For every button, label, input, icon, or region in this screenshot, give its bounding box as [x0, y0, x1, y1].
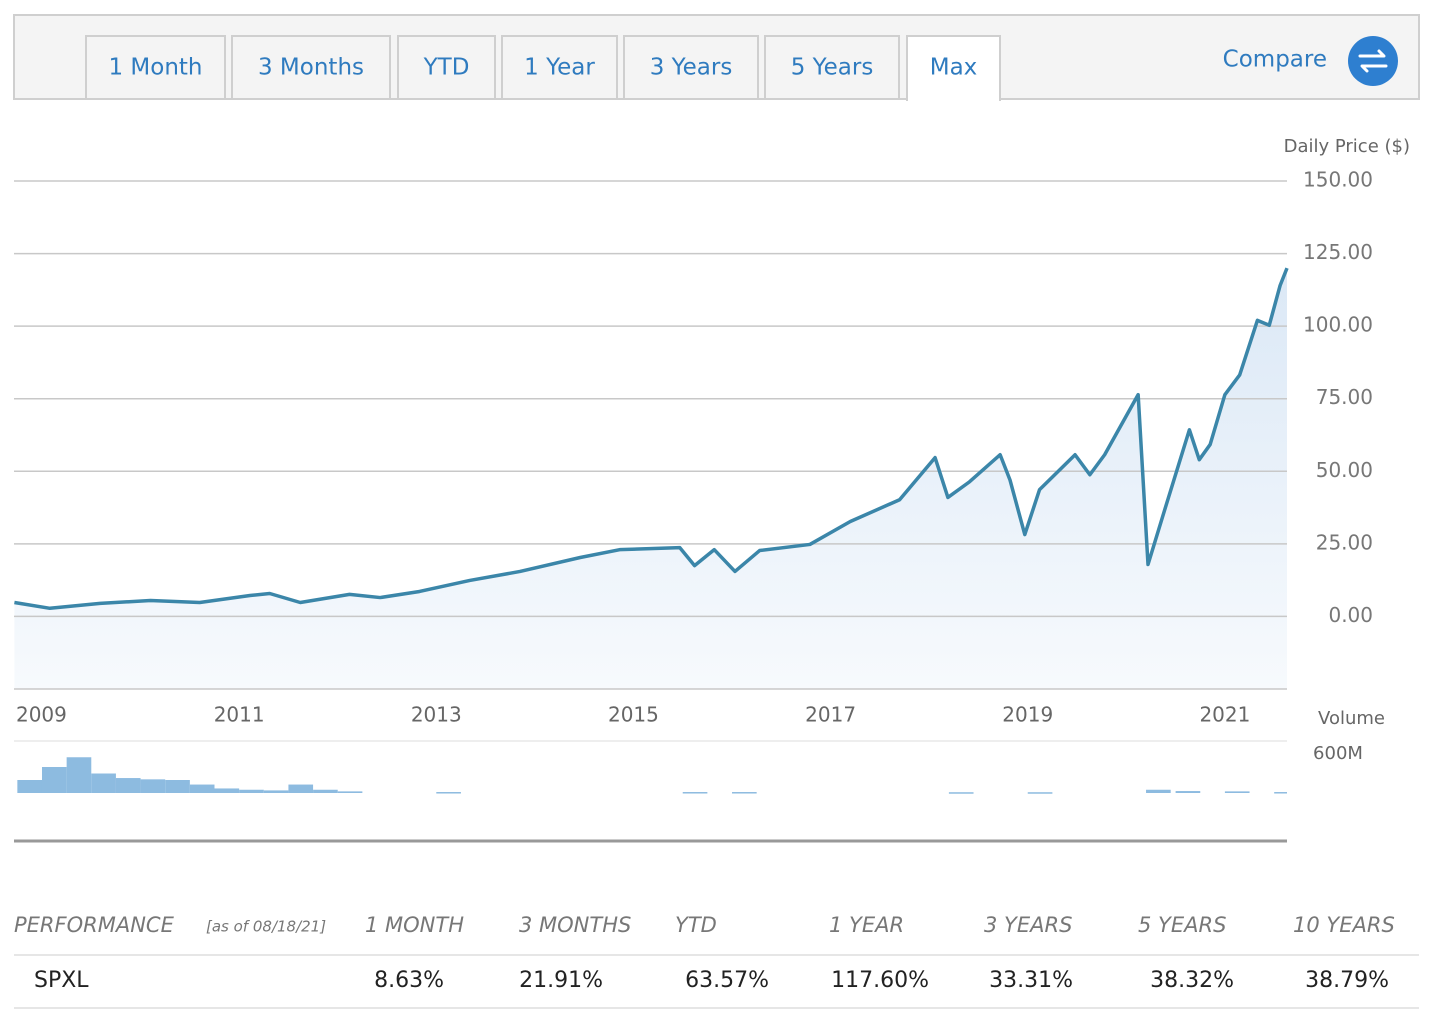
volume-bar — [66, 757, 92, 793]
volume-bar — [165, 780, 190, 793]
volume-bar — [1027, 792, 1053, 794]
volume-bar — [1274, 792, 1287, 794]
volume-bar — [41, 767, 67, 793]
tab-box — [85, 35, 226, 100]
tab-label: Max — [930, 55, 978, 81]
price-line — [14, 267, 1289, 611]
x-tick-label: 2021 — [1199, 703, 1250, 727]
y-tick-label: 0.00 — [1328, 603, 1373, 627]
compare-button[interactable] — [1348, 36, 1398, 86]
perf-column: 10 YEARS — [1293, 913, 1395, 937]
volume-bar — [1175, 791, 1201, 793]
volume-bar — [288, 784, 314, 793]
x-tick-label: 2011 — [214, 703, 265, 727]
tab[interactable]: YTD — [397, 35, 496, 100]
tab-label: 3 Months — [258, 55, 364, 81]
tab-box — [231, 35, 391, 100]
volume-bar — [115, 778, 141, 793]
y-tick-label: 75.00 — [1316, 385, 1373, 409]
tab-box — [764, 35, 900, 100]
tab[interactable]: 1 Month — [85, 35, 226, 100]
x-tick-label: 2013 — [411, 703, 462, 727]
perf-column: 1 YEAR — [829, 913, 904, 937]
perf-column: 5 YEARS — [1138, 913, 1226, 937]
perf-value: 117.60% — [831, 968, 929, 993]
price-area — [14, 268, 1288, 689]
tab-label: YTD — [423, 55, 470, 81]
y-tick-label: 50.00 — [1316, 458, 1373, 482]
perf-value: 33.31% — [989, 968, 1073, 993]
volume-bar — [140, 779, 166, 793]
tab[interactable]: 3 Months — [231, 35, 391, 100]
perf-value: 38.32% — [1150, 968, 1234, 993]
tab[interactable]: 1 Year — [501, 35, 618, 100]
volume-bar — [436, 792, 461, 794]
volume-bar — [948, 792, 974, 794]
x-tick-label: 2015 — [608, 703, 659, 727]
y-tick-label: 25.00 — [1316, 530, 1373, 554]
volume-tick-label: 600M — [1313, 743, 1363, 764]
tab-box — [906, 35, 1001, 101]
perf-fund: SPXL — [34, 968, 89, 993]
perf-title: PERFORMANCE — [14, 913, 175, 937]
perf-column: YTD — [675, 913, 717, 937]
volume-bar — [682, 792, 708, 794]
perf-column: 3 MONTHS — [519, 913, 631, 937]
perf-column: 3 YEARS — [984, 913, 1072, 937]
tab-box — [623, 35, 759, 100]
perf-value: 38.79% — [1305, 968, 1389, 993]
tab[interactable]: 3 Years — [623, 35, 759, 100]
compare-link[interactable]: Compare — [1223, 47, 1327, 73]
tab-box — [501, 35, 618, 100]
y-tick-label: 125.00 — [1303, 240, 1373, 264]
volume-bar — [189, 784, 215, 793]
y-tick-label: 150.00 — [1303, 168, 1373, 192]
tab-label: 1 Year — [524, 55, 595, 81]
volume-bar — [17, 780, 42, 793]
tab[interactable]: 5 Years — [764, 35, 900, 100]
x-tick-label: 2017 — [805, 703, 856, 727]
volume-bar — [239, 789, 264, 793]
perf-value: 21.91% — [519, 968, 603, 993]
price-axis-label: Daily Price ($) — [1284, 136, 1410, 157]
y-tick-label: 100.00 — [1303, 313, 1373, 337]
volume-bar — [337, 791, 363, 793]
perf-value: 63.57% — [685, 968, 769, 993]
volume-axis-label: Volume — [1318, 708, 1385, 729]
perf-value: 8.63% — [374, 968, 444, 993]
volume-bar — [263, 790, 289, 793]
perf-column: 1 MONTH — [365, 913, 464, 937]
volume-bar — [1224, 791, 1250, 793]
perf-as-of: [as of 08/18/21] — [206, 918, 326, 936]
tab-label: 3 Years — [650, 55, 733, 81]
tab-cover — [908, 97, 999, 101]
volume-bar — [313, 789, 338, 793]
volume-bar — [732, 792, 757, 794]
volume-bar — [1146, 789, 1171, 793]
volume-bar — [214, 788, 240, 793]
tab-label: 5 Years — [791, 55, 874, 81]
x-tick-label: 2009 — [16, 703, 67, 727]
tab[interactable]: Max — [906, 35, 1001, 101]
x-tick-label: 2019 — [1002, 703, 1053, 727]
tab-label: 1 Month — [108, 55, 202, 81]
tab-box — [397, 35, 496, 100]
volume-bar — [91, 773, 116, 793]
